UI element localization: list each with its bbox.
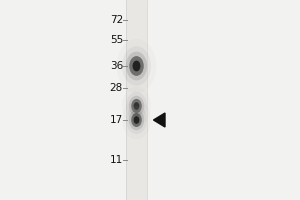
Text: 55: 55 — [110, 35, 123, 45]
Ellipse shape — [129, 56, 144, 76]
Ellipse shape — [117, 39, 156, 93]
Ellipse shape — [134, 116, 140, 124]
Ellipse shape — [122, 46, 151, 86]
Ellipse shape — [122, 87, 151, 125]
Ellipse shape — [126, 52, 147, 80]
Bar — [126, 0, 147, 200]
Text: 36: 36 — [110, 61, 123, 71]
Ellipse shape — [131, 99, 142, 113]
Text: 72: 72 — [110, 15, 123, 25]
Ellipse shape — [131, 113, 142, 127]
Ellipse shape — [129, 96, 144, 116]
Ellipse shape — [122, 101, 151, 139]
Ellipse shape — [126, 92, 147, 120]
Polygon shape — [154, 113, 165, 127]
Ellipse shape — [129, 110, 144, 130]
Ellipse shape — [133, 61, 140, 71]
Text: 28: 28 — [110, 83, 123, 93]
Text: 11: 11 — [110, 155, 123, 165]
Ellipse shape — [126, 106, 147, 134]
Ellipse shape — [134, 102, 140, 110]
Text: 17: 17 — [110, 115, 123, 125]
